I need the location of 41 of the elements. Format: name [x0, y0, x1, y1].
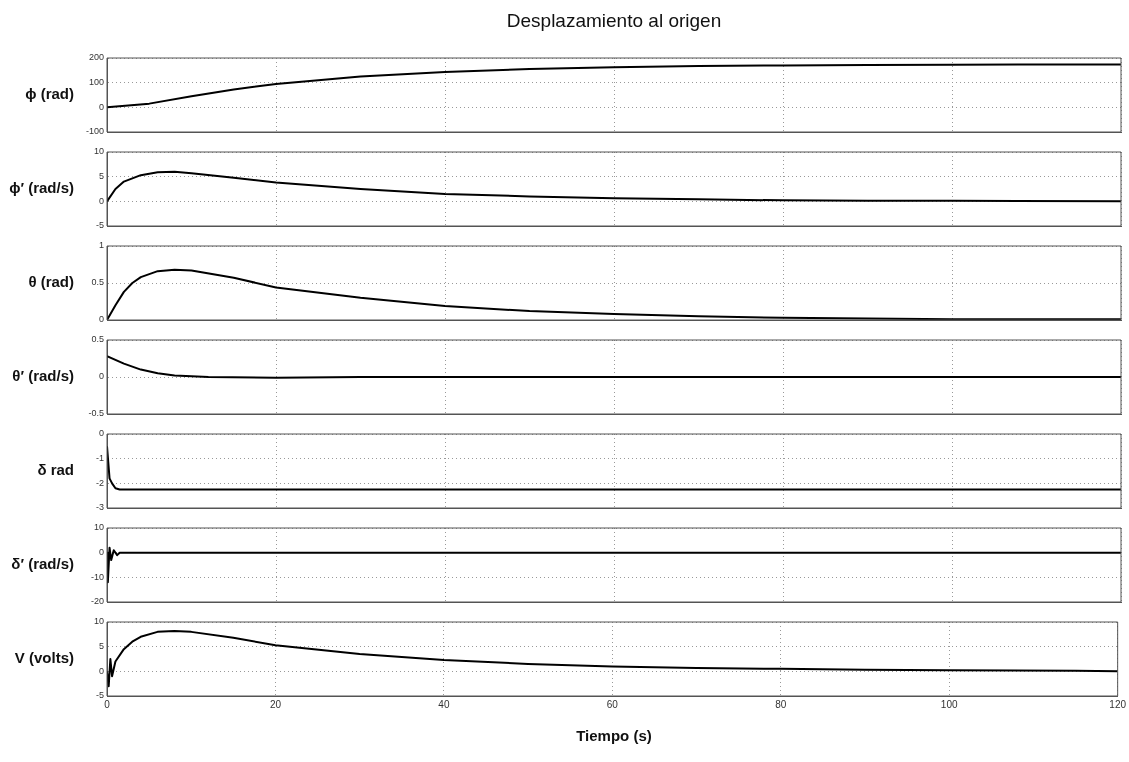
y-tick-label: -0.5 [88, 408, 104, 419]
y-tick-label: 10 [93, 146, 104, 157]
y-tick-label: 0 [98, 101, 104, 112]
x-tick-label: 80 [775, 698, 787, 710]
x-tick-label: 20 [269, 698, 282, 710]
y-tick-label: -10 [90, 571, 104, 582]
y-axis-title: ϕ′ (rad/s) [8, 179, 74, 196]
y-tick-label: 100 [88, 77, 104, 88]
y-tick-label: -1 [95, 453, 104, 464]
x-tick-label: 60 [606, 698, 619, 710]
y-axis-title: δ′ (rad/s) [10, 555, 74, 572]
y-tick-label: -3 [95, 502, 104, 513]
y-tick-label: -100 [85, 126, 104, 137]
y-tick-label: -2 [95, 477, 104, 488]
x-tick-label: 120 [1109, 698, 1127, 710]
y-tick-label: 0.5 [91, 334, 104, 345]
y-tick-label: -20 [90, 596, 104, 607]
x-tick-label: 40 [438, 698, 450, 710]
y-axis-title: V (volts) [13, 649, 74, 666]
y-tick-label: 5 [98, 641, 104, 652]
y-tick-label: 0 [98, 314, 104, 325]
chart-title: Desplazamiento al origen [505, 10, 723, 32]
y-tick-label: 0 [98, 195, 104, 206]
y-tick-label: -5 [95, 690, 104, 701]
y-axis-title: ϕ (rad) [24, 85, 74, 102]
y-tick-label: 0 [98, 371, 104, 382]
y-tick-label: 10 [93, 616, 104, 627]
y-axis-title: θ (rad) [27, 273, 74, 290]
y-tick-label: 0.5 [91, 277, 104, 288]
y-axis-title: δ rad [36, 461, 74, 478]
y-tick-label: 0 [98, 428, 104, 439]
y-tick-label: 5 [98, 171, 104, 182]
y-tick-label: 0 [98, 547, 104, 558]
x-axis-title: Tiempo (s) [575, 727, 653, 744]
y-tick-label: 10 [93, 522, 104, 533]
x-tick-label: 100 [940, 698, 958, 710]
y-tick-label: 0 [98, 665, 104, 676]
y-tick-label: -5 [95, 220, 104, 231]
y-tick-label: 200 [88, 52, 104, 63]
y-axis-title: θ′ (rad/s) [11, 367, 74, 384]
y-tick-label: 1 [98, 240, 104, 251]
